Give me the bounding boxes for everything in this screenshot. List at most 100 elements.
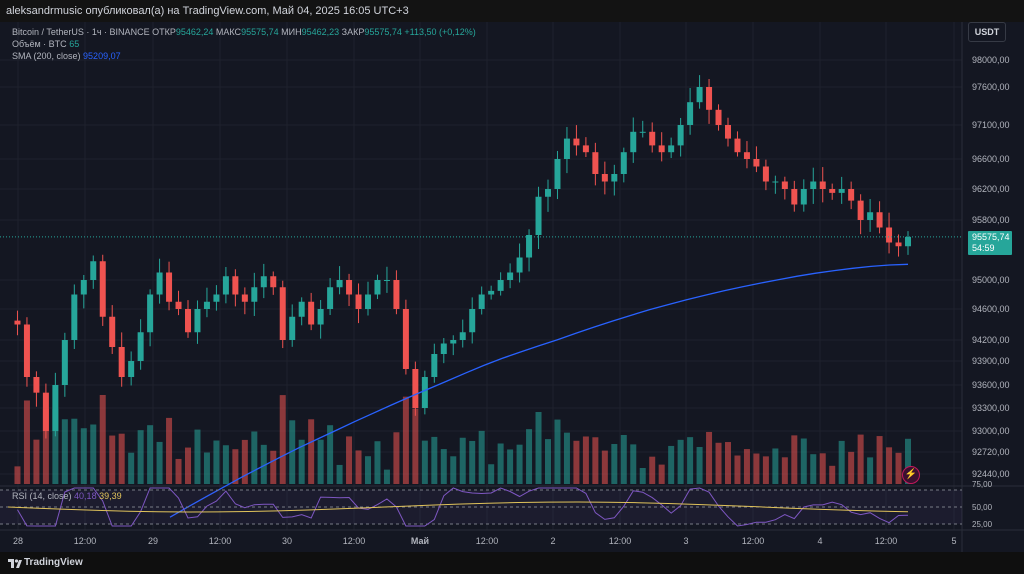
candle-body: [128, 361, 135, 377]
volume-value: 65: [69, 39, 80, 49]
candle-body: [365, 294, 371, 309]
volume-bar: [355, 450, 362, 484]
candle-body: [497, 280, 504, 291]
time-label: Май: [411, 536, 429, 546]
candle-body: [620, 152, 627, 174]
lightning-icon[interactable]: ⚡: [902, 466, 920, 484]
candle-body: [61, 340, 68, 385]
rsi-label[interactable]: RSI (14, close): [12, 491, 72, 501]
candle-body: [725, 125, 731, 139]
volume-bar: [99, 394, 106, 484]
volume-bar: [365, 456, 371, 484]
sma-value: 95209,07: [83, 51, 121, 61]
volume-bar: [867, 457, 874, 484]
candle-body: [431, 354, 438, 377]
candle-body: [715, 109, 722, 125]
candle-body: [270, 276, 277, 288]
candle-body: [52, 385, 59, 431]
volume-bar: [658, 464, 665, 484]
volume-bar: [545, 439, 551, 484]
candle-body: [753, 159, 760, 167]
sma-line: [169, 263, 909, 518]
volume-bar: [374, 441, 381, 484]
volume-bar: [270, 450, 277, 484]
time-label: 12:00: [875, 536, 898, 546]
candle-body: [829, 189, 836, 193]
candle-body: [810, 181, 817, 189]
candle-body: [696, 87, 703, 103]
chart-area[interactable]: 98000,00 97600,00 97100,00 96600,00 96200,00…: [0, 22, 1024, 552]
volume-bar: [620, 434, 627, 484]
volume-bar: [601, 450, 608, 484]
volume-bar: [137, 430, 144, 484]
candle-body: [791, 189, 798, 205]
volume-bar: [308, 419, 315, 484]
price-tick-label: 93600,00: [972, 380, 1010, 390]
volume-bar: [459, 437, 466, 484]
candle-body: [563, 138, 570, 159]
time-label: 30: [282, 536, 292, 546]
candle-body: [886, 227, 893, 243]
candle-body: [440, 343, 447, 354]
volume-bar: [450, 456, 457, 484]
volume-bar: [857, 434, 864, 484]
candle-body: [14, 320, 21, 325]
volume-bar: [526, 429, 533, 484]
volume-bar: [687, 437, 694, 484]
candle-body: [317, 309, 324, 325]
volume-bar: [772, 448, 779, 484]
volume-bar: [478, 430, 485, 484]
volume-bar: [185, 447, 191, 484]
footer: TradingView: [0, 552, 1024, 574]
sma-label[interactable]: SMA (200, close): [12, 51, 81, 61]
time-label: 4: [817, 536, 822, 546]
volume-bar: [260, 444, 267, 484]
bar-countdown: 54:59: [972, 243, 995, 253]
candle-body: [118, 347, 125, 377]
legend-symbol[interactable]: Bitcoin / TetherUS · 1ч · BINANCE: [12, 27, 150, 37]
volume-label[interactable]: Объём · BTC: [12, 39, 67, 49]
price-tick-label: 95000,00: [972, 275, 1010, 285]
legend-volume-row: Объём · BTC 65: [12, 38, 476, 50]
time-label: 2: [550, 536, 555, 546]
tradingview-logo-icon: [8, 559, 22, 568]
candle-body: [554, 159, 561, 189]
volume-bar: [393, 432, 400, 484]
price-chart-svg[interactable]: 98000,00 97600,00 97100,00 96600,00 96200,00…: [0, 22, 1024, 552]
time-label: 3: [683, 536, 688, 546]
volume-bar: [80, 428, 87, 484]
legend-low-label: МИН: [281, 27, 302, 37]
candle-body: [222, 276, 229, 295]
volume-bar: [232, 449, 239, 484]
candle-body: [109, 316, 116, 347]
candle-body: [677, 125, 684, 146]
legend-high: 95575,74: [241, 27, 279, 37]
legend-low: 95462,23: [301, 27, 340, 37]
candle-body: [450, 340, 457, 344]
brand-name[interactable]: TradingView: [24, 557, 83, 568]
volume-bar: [829, 465, 836, 484]
time-label: 28: [13, 536, 23, 546]
candle-body: [601, 174, 608, 182]
price-tick-label: 97100,00: [972, 120, 1010, 130]
time-label: 12:00: [209, 536, 232, 546]
candle-body: [706, 87, 713, 110]
currency-button[interactable]: USDT: [968, 22, 1006, 42]
price-tick-label: 94600,00: [972, 304, 1010, 314]
candle-body: [185, 309, 191, 333]
time-label: 29: [148, 536, 158, 546]
price-tick-label: 96200,00: [972, 184, 1010, 194]
volume-bar: [346, 436, 353, 484]
volume-bar: [289, 420, 296, 484]
volume-bar: [611, 444, 618, 484]
candle-body: [687, 102, 694, 125]
candle-body: [649, 131, 656, 146]
volume-bar: [706, 431, 713, 484]
volume-bar: [33, 439, 40, 484]
candle-body: [734, 138, 741, 153]
candle-body: [99, 261, 106, 317]
volume-bar: [762, 456, 769, 484]
volume-bar: [317, 439, 324, 484]
candle-body: [71, 294, 78, 340]
legend-close: 95575,74: [364, 27, 402, 37]
